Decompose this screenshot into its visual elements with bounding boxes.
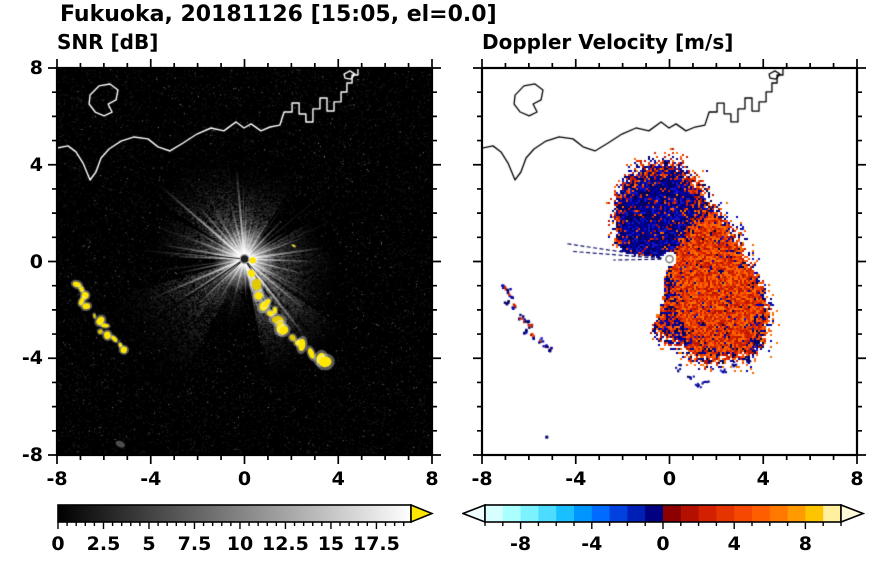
snr-colorbar-tick-label-10: 10 [226,533,254,555]
snr-plot-canvas [57,68,432,455]
snr-colorbar-tick-label-17.5: 17.5 [352,533,400,555]
snr-y-tick-label-8: 8 [29,57,43,79]
snr-colorbar-tick-label-15: 15 [317,533,345,555]
snr-x-tick-label-0: 0 [237,468,252,490]
snr-colorbar-tick-label-7.5: 7.5 [177,533,212,555]
snr-colorbar-tick-label-0: 0 [51,533,65,555]
snr-x-tick-label--4: -4 [140,468,162,490]
snr-colorbar-over-arrow [410,503,435,524]
figure-title: Fukuoka, 20181126 [15:05, el=0.0] [60,2,497,27]
doppler-colorbar-tick-label--4: -4 [581,533,603,555]
doppler-x-tick-label-4: 4 [756,468,770,490]
snr-colorbar-tick-label-12.5: 12.5 [261,533,309,555]
snr-panel-title: SNR [dB] [57,30,159,54]
snr-y-tick-label-0: 0 [29,250,43,273]
snr-colorbar-tick-label-2.5: 2.5 [86,533,121,555]
doppler-colorbar-tick-label-8: 8 [798,533,813,555]
doppler-colorbar-under-arrow [460,503,486,524]
doppler-panel-title: Doppler Velocity [m/s] [482,30,734,54]
snr-x-tick-label-4: 4 [331,468,345,490]
doppler-plot-canvas [482,68,857,455]
snr-colorbar-bar [57,503,435,529]
snr-panel: -8 -8 -4 -4 0 0 4 4 8 8 [22,57,441,490]
snr-y-tick-label--8: -8 [21,444,43,466]
doppler-colorbar-tick-label--8: -8 [510,533,532,555]
snr-y-tick-label--4: -4 [21,347,43,370]
snr-colorbar-tick-label-5: 5 [142,533,156,555]
doppler-colorbar-tick-label-4: 4 [727,533,741,555]
doppler-panel: -8 -4 0 4 8 [471,59,866,490]
doppler-colorbar-bar [460,503,866,529]
doppler-colorbar-tick-label-0: 0 [656,533,670,555]
doppler-x-tick-label--8: -8 [471,468,493,490]
snr-x-tick-label-8: 8 [425,468,439,490]
doppler-colorbar-over-arrow [840,503,866,524]
snr-y-tick-label-4: 4 [29,153,43,176]
doppler-x-tick-label--4: -4 [565,468,587,490]
doppler-colorbar: -8 -4 0 4 8 [460,503,866,566]
doppler-x-tick-label-0: 0 [662,468,677,490]
snr-x-tick-label--8: -8 [46,468,68,490]
doppler-x-tick-label-8: 8 [850,468,864,490]
snr-colorbar: 0 2.5 5 7.5 10 12.5 15 17.5 [51,503,435,566]
